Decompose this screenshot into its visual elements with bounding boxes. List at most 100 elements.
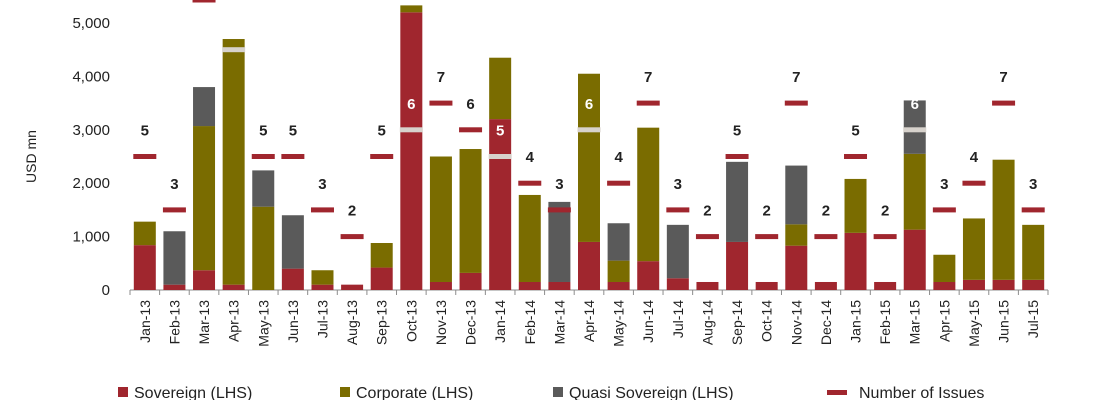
issue-count-label: 5 — [378, 123, 386, 140]
issue-marker — [162, 207, 186, 213]
quasi-sovereign-bar — [903, 100, 926, 154]
x-tick-label: Jan-15 — [848, 300, 864, 343]
issue-count-label: 6 — [466, 96, 474, 113]
x-tick-label: Oct-13 — [403, 300, 419, 342]
quasi-sovereign-bar — [726, 161, 749, 242]
issue-marker — [992, 100, 1016, 106]
corporate-bar — [903, 153, 926, 230]
issue-count-label: 3 — [170, 176, 178, 193]
corporate-bar — [459, 149, 482, 273]
legend-label: Number of Issues — [859, 385, 984, 400]
sovereign-bar — [785, 245, 808, 290]
corporate-bar — [370, 243, 393, 268]
sovereign-bar — [489, 119, 512, 291]
x-tick-label: Aug-14 — [699, 300, 715, 345]
issue-count-label: 7 — [792, 69, 800, 86]
sovereign-bar — [311, 284, 334, 290]
x-tick-label: Mar-14 — [551, 300, 567, 345]
issue-count-label: 6 — [407, 96, 415, 113]
issue-marker — [281, 154, 305, 159]
sovereign-bar — [193, 270, 216, 290]
issue-count-label: 2 — [822, 203, 830, 220]
sovereign-bar — [518, 281, 541, 290]
issue-marker — [340, 234, 364, 240]
legend-swatch — [340, 387, 350, 397]
y-tick-label: 4,000 — [72, 68, 110, 85]
quasi-sovereign-bar — [163, 231, 186, 285]
x-axis-ticks: Jan-13 Feb-13 Mar-13 Apr-13 May-13 Jun-13 Jul-… — [137, 300, 1041, 347]
issue-markers: 5 3 9 5 5 3 2 5 6 7 6 5 4 3 6 4 7 3 2 5 2 7 2 5 2 6 3 4 7 3 — [133, 0, 1045, 240]
x-tick-label: Mar-13 — [196, 300, 212, 345]
x-tick-label: Jan-13 — [137, 300, 153, 343]
legend-label: Quasi Sovereign (LHS) — [569, 385, 734, 400]
sovereign-bar — [548, 281, 571, 290]
legend-swatch — [553, 387, 563, 397]
issue-count-label: 2 — [763, 203, 771, 220]
corporate-bar — [311, 270, 334, 285]
issue-marker — [903, 127, 927, 133]
sovereign-bar — [429, 281, 452, 290]
x-tick-label: Jan-14 — [492, 300, 508, 343]
issue-count-label: 9 — [229, 16, 237, 33]
x-tick-label: Apr-14 — [581, 300, 597, 342]
corporate-bar — [992, 159, 1015, 280]
issue-marker — [755, 234, 779, 240]
quasi-sovereign-bar — [548, 201, 571, 282]
issue-count-label: 7 — [999, 69, 1007, 86]
x-tick-label: Nov-13 — [433, 300, 449, 345]
issue-marker — [429, 100, 453, 106]
x-tick-label: Jul-15 — [1025, 300, 1041, 338]
corporate-bar — [933, 254, 956, 282]
x-tick-label: May-14 — [611, 300, 627, 347]
x-tick-label: Mar-15 — [907, 300, 923, 345]
corporate-bar — [578, 73, 600, 242]
issue-count-label: 3 — [555, 176, 563, 193]
quasi-sovereign-bar — [193, 87, 216, 127]
issue-count-label: 5 — [496, 123, 504, 140]
x-tick-label: Feb-13 — [166, 300, 182, 345]
x-tick-label: Sep-13 — [374, 300, 390, 345]
sovereign-bar — [281, 268, 304, 290]
y-axis-title: USD mn — [23, 130, 39, 183]
sovereign-bar — [814, 281, 837, 290]
corporate-bar — [518, 194, 541, 282]
corporate-bar — [785, 224, 808, 246]
issue-marker — [607, 180, 631, 186]
legend-label: Sovereign (LHS) — [134, 385, 252, 400]
issue-marker — [370, 154, 394, 159]
x-tick-label: Jul-14 — [670, 300, 686, 338]
issue-marker — [488, 154, 512, 159]
sovereign-bar — [666, 278, 689, 290]
issue-count-label: 2 — [348, 203, 356, 220]
y-tick-label: 0 — [102, 282, 110, 299]
issue-count-label: 5 — [141, 123, 149, 140]
issue-marker — [459, 127, 483, 133]
corporate-bar — [193, 126, 216, 271]
corporate-bar — [489, 57, 512, 120]
issue-marker — [873, 234, 897, 240]
issue-marker — [518, 180, 542, 186]
sovereign-bar — [400, 12, 423, 290]
issue-count-label: 2 — [881, 203, 889, 220]
issue-marker — [1021, 207, 1045, 213]
x-tick-label: May-15 — [966, 300, 982, 347]
x-tick-label: Jun-15 — [996, 300, 1012, 343]
x-tick-label: Dec-13 — [463, 300, 479, 345]
y-tick-label: 3,000 — [72, 122, 110, 139]
issue-marker — [844, 154, 868, 159]
issue-count-label: 3 — [318, 176, 326, 193]
sovereign-bar — [341, 284, 364, 290]
issue-marker — [251, 154, 275, 159]
issue-count-label: 7 — [644, 69, 652, 86]
issue-marker — [636, 100, 660, 106]
sovereign-bar — [163, 284, 186, 290]
legend-swatch — [118, 387, 128, 397]
x-tick-label: Jul-13 — [314, 300, 330, 338]
sovereign-bar — [933, 281, 956, 290]
sovereign-bar — [844, 232, 867, 290]
corporate-bar — [1022, 224, 1045, 280]
quasi-sovereign-bar — [607, 223, 630, 261]
sovereign-bar — [726, 241, 749, 290]
